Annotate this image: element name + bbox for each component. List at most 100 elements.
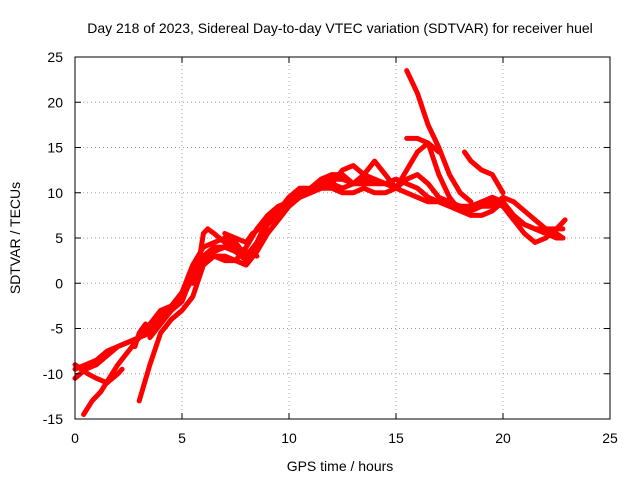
- y-axis-label: SDTVAR / TECUs: [7, 182, 23, 294]
- data-point-trace-8: [490, 208, 495, 214]
- data-point-trace-5: [276, 208, 281, 214]
- data-point-trace-5: [286, 195, 292, 200]
- data-point-trace-4: [201, 262, 206, 268]
- x-tick-label: 0: [71, 430, 79, 446]
- data-point-trace-2: [468, 204, 474, 209]
- data-point-trace-9: [436, 145, 441, 150]
- data-point-trace-5: [98, 389, 103, 395]
- data-point-trace-13: [143, 321, 148, 327]
- x-tick-label: 5: [178, 430, 186, 446]
- data-point-trace-5: [89, 398, 95, 404]
- data-point-trace-11: [554, 226, 559, 232]
- data-point-trace-2: [115, 344, 121, 349]
- data-point-trace-6: [222, 240, 227, 245]
- data-point-trace-5: [329, 181, 334, 186]
- data-point-trace-5: [169, 303, 174, 309]
- data-point-trace-4: [297, 195, 302, 200]
- data-point-trace-12: [115, 371, 121, 376]
- data-point-trace-5: [372, 158, 377, 164]
- data-point-trace-1: [329, 186, 334, 191]
- data-point-trace-5: [179, 290, 185, 295]
- data-point-trace-1: [351, 190, 356, 195]
- data-point-trace-3: [318, 177, 324, 182]
- data-point-trace-1: [340, 190, 345, 195]
- data-point-trace-8: [436, 172, 441, 177]
- data-point-trace-3: [233, 240, 238, 245]
- data-point-trace-8: [468, 213, 474, 218]
- data-point-trace-10: [479, 167, 484, 173]
- data-point-trace-4: [393, 177, 399, 182]
- data-point-trace-10: [468, 158, 474, 164]
- data-point-trace-3: [158, 321, 163, 327]
- y-tick-label: -5: [51, 321, 64, 337]
- data-point-trace-4: [179, 308, 185, 313]
- data-point-trace-9: [404, 68, 409, 73]
- data-point-trace-5: [265, 217, 270, 223]
- data-point-trace-5: [211, 244, 217, 250]
- data-point-trace-5: [115, 362, 121, 367]
- data-point-trace-5: [147, 321, 153, 327]
- x-tick-label: 25: [602, 430, 618, 446]
- data-point-trace-3: [404, 177, 409, 182]
- data-point-trace-12: [104, 380, 110, 385]
- y-tick-label: 5: [55, 230, 63, 246]
- data-point-trace-1: [222, 253, 227, 259]
- data-point-trace-1: [415, 195, 420, 200]
- data-point-trace-8: [415, 136, 420, 141]
- data-point-trace-2: [179, 299, 185, 304]
- y-tick-label: 10: [47, 185, 63, 201]
- data-point-trace-2: [372, 181, 377, 186]
- data-point-trace-3: [190, 262, 195, 268]
- y-tick-label: 20: [47, 94, 63, 110]
- data-point-trace-4: [372, 177, 377, 182]
- data-point-trace-11: [562, 217, 568, 223]
- data-point-trace-12: [94, 376, 99, 381]
- data-point-trace-3: [532, 217, 538, 223]
- data-point-trace-11: [500, 204, 506, 209]
- data-point-trace-5: [81, 412, 86, 417]
- data-point-trace-7: [222, 231, 227, 236]
- data-point-trace-5: [393, 186, 399, 191]
- data-point-trace-3: [560, 226, 566, 232]
- data-point-trace-5: [308, 190, 313, 195]
- data-point-trace-3: [468, 208, 474, 214]
- data-point-trace-5: [404, 167, 409, 173]
- data-point-trace-7: [256, 226, 262, 232]
- data-point-trace-6: [205, 226, 210, 232]
- data-point-trace-1: [404, 190, 409, 195]
- data-point-trace-2: [94, 358, 99, 363]
- y-tick-label: 0: [55, 275, 63, 291]
- data-point-trace-13: [137, 330, 142, 336]
- data-point-trace-6: [244, 249, 249, 254]
- data-point-trace-1: [425, 199, 431, 204]
- data-point-trace-4: [233, 258, 238, 263]
- data-point-trace-1: [490, 195, 495, 200]
- ticks: 0 5 10 15 20 25 -15 -10 -5 0 5 10 15 20 25: [43, 49, 618, 446]
- data-point-trace-5: [244, 258, 249, 263]
- data-point-trace-9: [468, 199, 474, 204]
- data-point-trace-5: [254, 240, 260, 245]
- data-point-trace-1: [244, 262, 249, 268]
- data-point-trace-9: [415, 91, 420, 96]
- data-point-trace-14: [560, 235, 566, 241]
- data-point-trace-5: [383, 172, 388, 177]
- data-point-trace-3: [543, 226, 548, 232]
- data-point-trace-10: [500, 190, 506, 195]
- x-axis-label: GPS time / hours: [287, 458, 394, 474]
- data-point-trace-9: [425, 122, 431, 128]
- data-point-trace-6: [196, 258, 202, 263]
- series-layer: [72, 68, 568, 417]
- data-point-trace-2: [447, 204, 452, 209]
- data-point-trace-1: [94, 362, 99, 367]
- data-point-trace-5: [361, 172, 367, 177]
- data-point-trace-6: [211, 231, 217, 236]
- data-point-trace-2: [83, 362, 88, 367]
- data-point-trace-1: [479, 199, 484, 204]
- data-point-trace-4: [190, 294, 195, 299]
- data-point-trace-8: [479, 213, 484, 218]
- data-point-trace-13: [132, 344, 138, 349]
- data-point-trace-3: [329, 172, 334, 177]
- data-point-trace-2: [126, 339, 131, 345]
- data-point-trace-3: [211, 240, 217, 245]
